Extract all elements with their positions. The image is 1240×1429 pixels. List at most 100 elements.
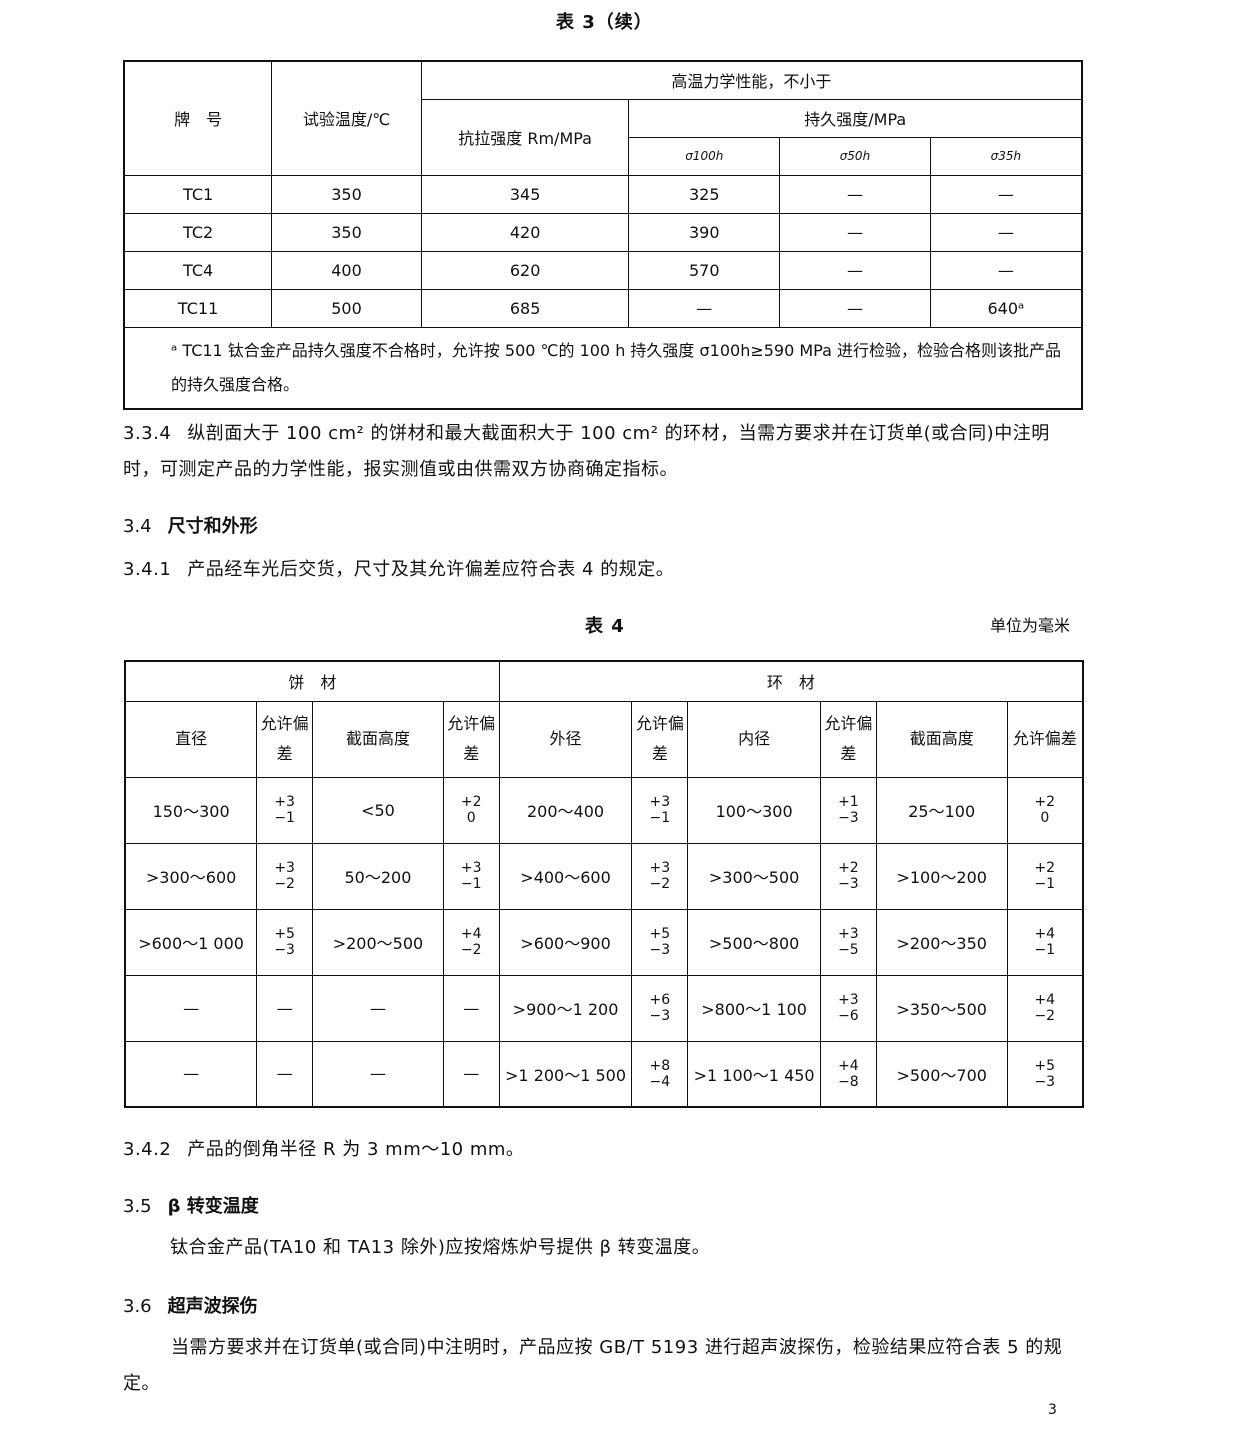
table-row: — — — — >900～1 200 +6 −3 >800～1 100 +3 −6 >350～500… bbox=[124, 974, 1084, 1042]
cell: — bbox=[312, 974, 444, 1042]
header-grade: 牌 号 bbox=[123, 60, 273, 176]
header-inner-diameter: 内径 bbox=[687, 700, 821, 778]
cell: >600～900 bbox=[498, 908, 633, 976]
cell: — bbox=[124, 1040, 258, 1108]
cell: 350 bbox=[271, 174, 422, 214]
tolerance-value: +2 bbox=[1034, 794, 1056, 810]
header-sigma-100h: σ100h bbox=[628, 136, 781, 176]
tolerance-value: +2 bbox=[460, 794, 482, 810]
table-row: TC2 350 420 390 — — bbox=[123, 212, 1083, 252]
header-rupture: 持久强度/MPa bbox=[628, 98, 1083, 138]
table-row: >600～1 000 +5 −3 >200～500 +4 −2 >600～900 +5 −3 >5… bbox=[124, 908, 1084, 976]
cell: — bbox=[929, 174, 1083, 214]
tolerance-value: +4 bbox=[1034, 992, 1056, 1008]
tolerance-cell: +3 −6 bbox=[819, 974, 877, 1042]
header-high-temp-props: 高温力学性能，不小于 bbox=[420, 60, 1083, 100]
table-row: TC1 350 345 325 — — bbox=[123, 174, 1083, 214]
section-number: 3.5 bbox=[123, 1196, 152, 1217]
cell: — bbox=[779, 174, 931, 214]
cell: 150～300 bbox=[124, 776, 258, 844]
tolerance-cell: +6 −3 bbox=[631, 974, 689, 1042]
table-row: 150～300 +3 −1 <50 +2 0 200～400 +3 −1 100～300 +1 −3 2… bbox=[124, 776, 1084, 844]
tolerance-cell: +2 0 bbox=[1006, 776, 1084, 844]
header-diameter: 直径 bbox=[124, 700, 258, 778]
tolerance-value: −1 bbox=[1034, 942, 1056, 958]
tolerance-value: +3 bbox=[649, 794, 671, 810]
cell: — bbox=[442, 1040, 500, 1108]
table-row: TC11 500 685 — — 640ᵃ bbox=[123, 288, 1083, 328]
table3-caption: 表 3（续） bbox=[556, 12, 653, 33]
cell: >600～1 000 bbox=[124, 908, 258, 976]
header-tolerance: 允许偏差 bbox=[442, 700, 500, 778]
cell: — bbox=[779, 212, 931, 252]
tolerance-cell: +4 −2 bbox=[1006, 974, 1084, 1042]
tolerance-value: +1 bbox=[838, 794, 859, 810]
header-tolerance: 允许偏差 bbox=[256, 700, 314, 778]
tolerance-value: −2 bbox=[1034, 1008, 1056, 1024]
tolerance-value: +4 bbox=[1034, 926, 1056, 942]
tolerance-value: +4 bbox=[460, 926, 482, 942]
tolerance-value: −3 bbox=[649, 942, 671, 958]
tolerance-value: −2 bbox=[460, 942, 482, 958]
paragraph-3-4-2: 3.4.2 产品的倒角半径 R 为 3 mm～10 mm。 bbox=[123, 1132, 1085, 1168]
cell: TC2 bbox=[123, 212, 273, 252]
tolerance-cell: +3 −2 bbox=[256, 842, 314, 910]
section-title: β 转变温度 bbox=[167, 1196, 259, 1217]
cell: >400～600 bbox=[498, 842, 633, 910]
tolerance-value: +3 bbox=[838, 926, 859, 942]
header-tensile: 抗拉强度 Rm/MPa bbox=[420, 98, 630, 176]
cell: 400 bbox=[271, 250, 422, 290]
table3-footnote: ᵃ TC11 钛合金产品持久强度不合格时，允许按 500 ℃的 100 h 持久… bbox=[123, 326, 1083, 409]
tolerance-cell: +4 −8 bbox=[819, 1040, 877, 1108]
cell: — bbox=[124, 974, 258, 1042]
tolerance-cell: +3 −2 bbox=[631, 842, 689, 910]
clause-number: 3.4.2 bbox=[123, 1139, 172, 1160]
clause-number: 3.4.1 bbox=[123, 559, 172, 580]
tolerance-cell: +3 −1 bbox=[631, 776, 689, 844]
tolerance-value: −5 bbox=[838, 942, 859, 958]
tolerance-value: −2 bbox=[274, 876, 295, 892]
cell: >200～500 bbox=[312, 908, 444, 976]
tolerance-value: −1 bbox=[460, 876, 482, 892]
cell: — bbox=[628, 288, 781, 328]
header-section-height: 截面高度 bbox=[875, 700, 1008, 778]
section-title: 超声波探伤 bbox=[167, 1296, 258, 1317]
tolerance-value: +3 bbox=[460, 860, 482, 876]
header-section-height: 截面高度 bbox=[312, 700, 444, 778]
table-row: TC4 400 620 570 — — bbox=[123, 250, 1083, 290]
cell: — bbox=[929, 212, 1083, 252]
header-sigma-35h: σ35h bbox=[929, 136, 1083, 176]
tolerance-cell: +8 −4 bbox=[631, 1040, 689, 1108]
cell: 620 bbox=[420, 250, 630, 290]
table4: 饼 材 环 材 直径 允许偏差 截面高度 允许偏差 外径 允许偏差 内径 允许偏… bbox=[124, 660, 1084, 1108]
paragraph-3-3-4: 3.3.4 纵剖面大于 100 cm² 的饼材和最大截面积大于 100 cm² 的… bbox=[123, 416, 1085, 488]
clause-text: 产品经车光后交货，尺寸及其允许偏差应符合表 4 的规定。 bbox=[187, 559, 675, 580]
tolerance-value: −3 bbox=[838, 810, 859, 826]
tolerance-value: +5 bbox=[274, 926, 295, 942]
tolerance-cell: +2 −3 bbox=[819, 842, 877, 910]
cell: >300～500 bbox=[687, 842, 821, 910]
table4-caption: 表 4 bbox=[585, 616, 625, 637]
cell: 50～200 bbox=[312, 842, 444, 910]
cell: 345 bbox=[420, 174, 630, 214]
tolerance-value: −1 bbox=[1034, 876, 1056, 892]
tolerance-value: +3 bbox=[274, 860, 295, 876]
table-row: >300～600 +3 −2 50～200 +3 −1 >400～600 +3 −2 >300～5… bbox=[124, 842, 1084, 910]
header-disk: 饼 材 bbox=[124, 660, 500, 702]
section-3-4: 3.4 尺寸和外形 bbox=[123, 512, 258, 538]
header-sigma-50h: σ50h bbox=[779, 136, 931, 176]
tolerance-value: 0 bbox=[1040, 810, 1050, 826]
tolerance-value: +8 bbox=[649, 1057, 671, 1074]
tolerance-value: 0 bbox=[466, 810, 476, 826]
tolerance-value: −1 bbox=[649, 810, 671, 826]
section-number: 3.4 bbox=[123, 516, 152, 537]
cell: 685 bbox=[420, 288, 630, 328]
header-ring: 环 材 bbox=[498, 660, 1084, 702]
tolerance-value: −3 bbox=[838, 876, 859, 892]
tolerance-cell: +3 −5 bbox=[819, 908, 877, 976]
tolerance-value: +5 bbox=[1034, 1057, 1056, 1074]
cell: — bbox=[779, 288, 931, 328]
tolerance-cell: +2 0 bbox=[442, 776, 500, 844]
table3: 牌 号 试验温度/℃ 高温力学性能，不小于 抗拉强度 Rm/MPa 持久强度/M… bbox=[123, 60, 1083, 410]
tolerance-value: +6 bbox=[649, 992, 671, 1008]
